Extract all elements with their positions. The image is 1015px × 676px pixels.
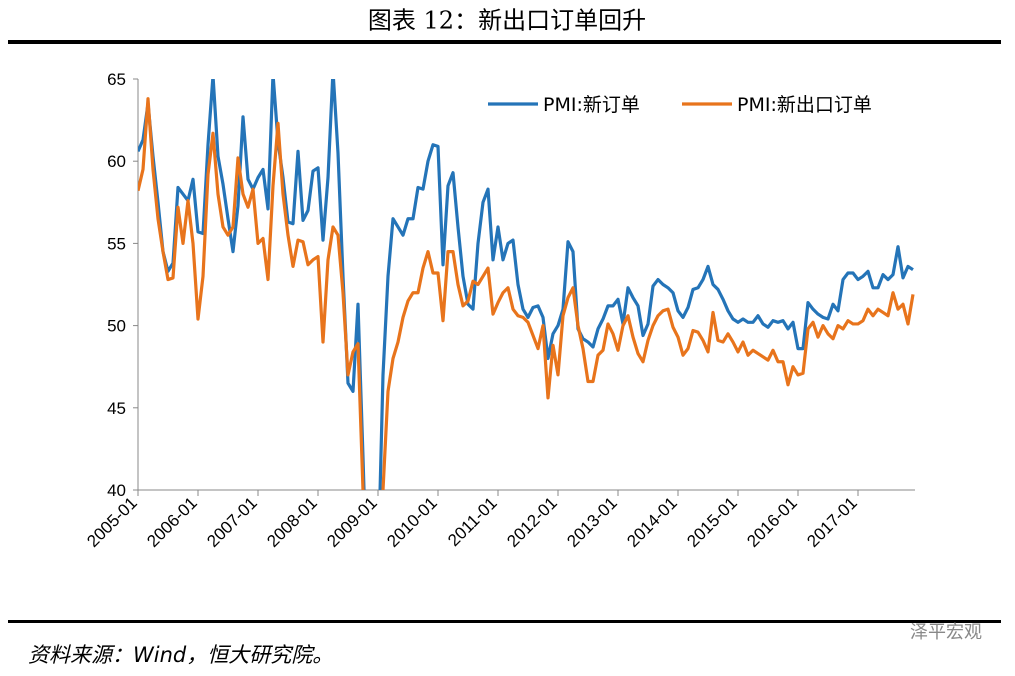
chart-title: 图表 12：新出口订单回升 <box>368 7 646 35</box>
x-tick-label: 2010-01 <box>383 493 441 551</box>
x-tick-label: 2017-01 <box>803 493 861 551</box>
title-rule <box>8 40 1001 44</box>
x-tick-label: 2008-01 <box>263 493 321 551</box>
y-tick-label: 45 <box>107 399 126 418</box>
legend-label: PMI:新订单 <box>543 94 640 116</box>
y-tick-label: 55 <box>107 234 126 253</box>
x-tick-label: 2013-01 <box>563 493 621 551</box>
y-tick-label: 65 <box>107 70 126 89</box>
x-tick-label: 2009-01 <box>323 493 381 551</box>
x-tick-label: 2011-01 <box>444 493 501 550</box>
x-tick-label: 2005-01 <box>83 493 141 551</box>
watermark: 泽平宏观 <box>910 622 982 643</box>
x-tick-label: 2016-01 <box>743 493 801 551</box>
legend-label: PMI:新出口订单 <box>737 94 872 116</box>
x-tick-label: 2007-01 <box>203 493 261 551</box>
x-tick-label: 2012-01 <box>503 493 561 551</box>
plot-area <box>138 79 915 490</box>
x-tick-label: 2006-01 <box>143 493 201 551</box>
x-tick-label: 2015-01 <box>683 493 741 551</box>
footer-rule <box>8 620 1001 623</box>
source-note: 资料来源：Wind，恒大研究院。 <box>28 643 333 667</box>
x-tick-label: 2014-01 <box>623 493 681 551</box>
series-line <box>138 97 915 490</box>
y-tick-label: 40 <box>107 481 126 500</box>
y-tick-label: 50 <box>107 317 126 336</box>
series-line <box>138 79 914 490</box>
y-tick-label: 60 <box>107 152 126 171</box>
